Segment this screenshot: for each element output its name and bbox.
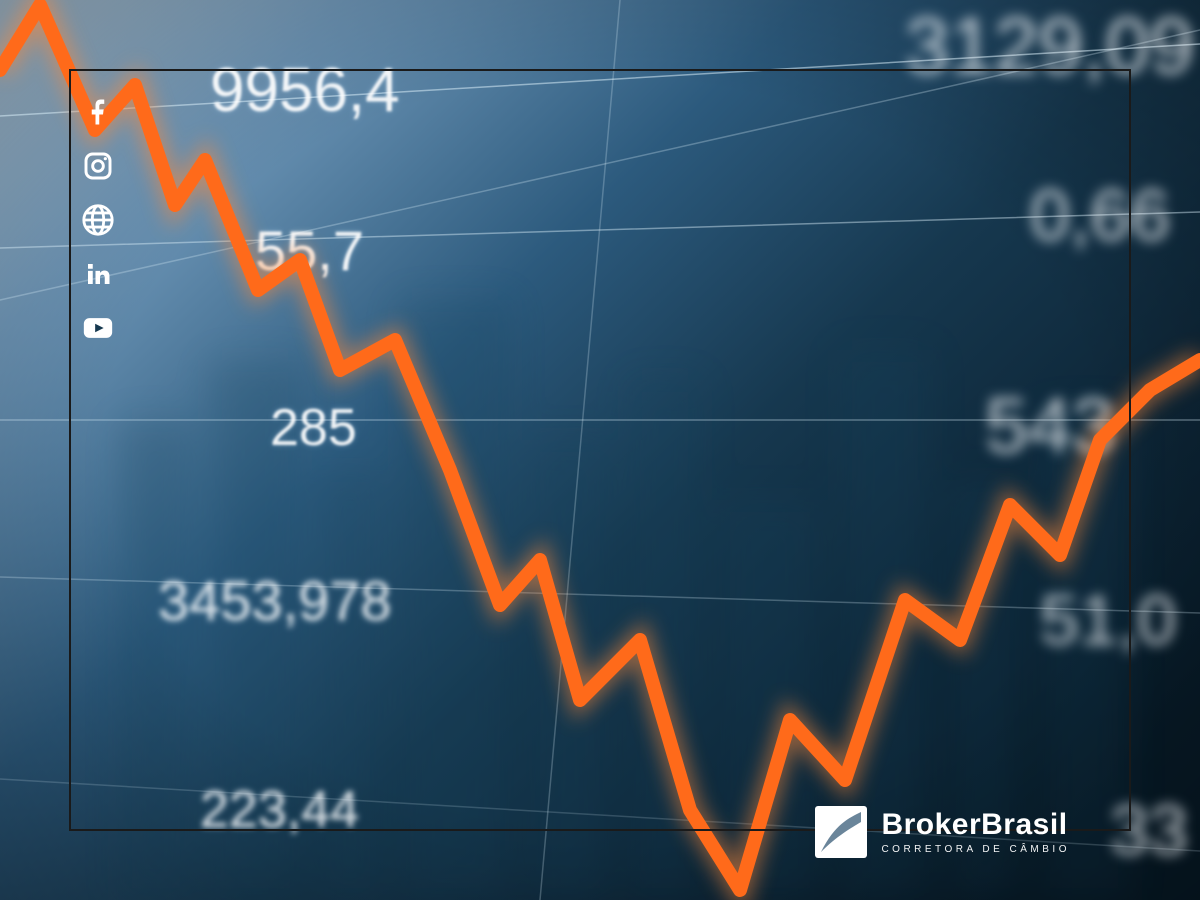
- instagram-icon[interactable]: [78, 146, 118, 186]
- brand-mark-icon: [815, 806, 867, 858]
- globe-icon[interactable]: [78, 200, 118, 240]
- facebook-icon[interactable]: [78, 92, 118, 132]
- brand-lockup: BrokerBrasil CORRETORA DE CÂMBIO: [815, 806, 1070, 858]
- social-links: [78, 92, 118, 348]
- youtube-icon[interactable]: [78, 308, 118, 348]
- brand-name: BrokerBrasil: [881, 810, 1070, 840]
- brand-tagline: CORRETORA DE CÂMBIO: [881, 844, 1070, 855]
- trend-line-chart: [0, 0, 1200, 900]
- linkedin-icon[interactable]: [78, 254, 118, 294]
- promo-graphic: 9956,455,72853453,978223,443129,090,6654…: [0, 0, 1200, 900]
